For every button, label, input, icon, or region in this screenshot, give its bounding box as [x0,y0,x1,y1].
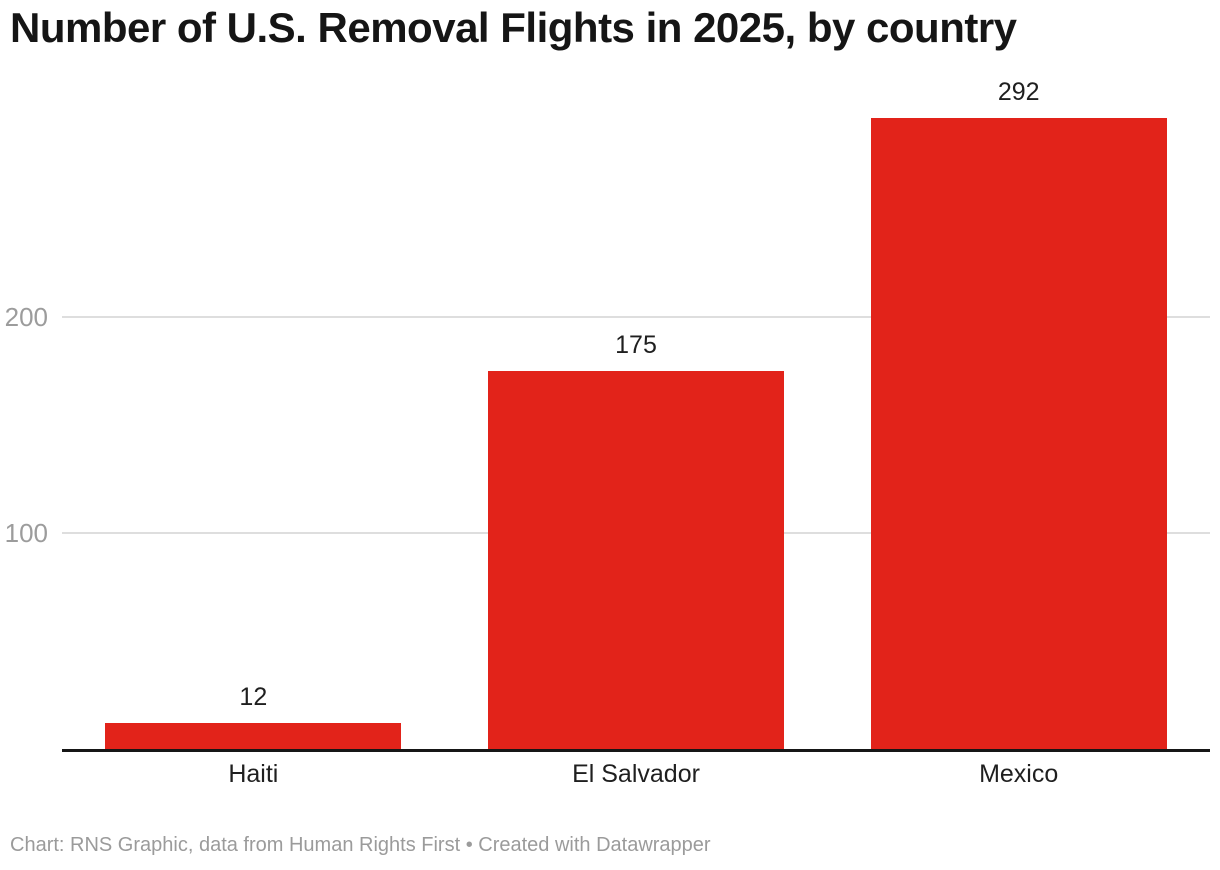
bar-slot: 175 [445,101,828,749]
gridline [62,316,1210,318]
bar-slot: 12 [62,101,445,749]
bar-value-label: 175 [615,331,657,359]
bar-haiti [105,723,402,749]
bar-value-label: 12 [239,683,268,712]
x-category-label: El Salvador [572,760,700,788]
bar-value-label: 292 [997,78,1040,107]
y-tick-label: 100 [4,518,48,548]
bars-row: 12 175 292 [62,80,1210,749]
bar-slot: 292 [827,80,1210,749]
x-category-label: Haiti [228,760,279,788]
x-axis-line [62,749,1210,752]
x-category-label: Mexico [979,760,1059,788]
chart-footer: Chart: RNS Graphic, data from Human Righ… [10,834,711,856]
bar-el-salvador [487,371,785,749]
y-tick-label: 200 [4,302,48,332]
chart-title: Number of U.S. Removal Flights in 2025, … [10,4,1017,51]
x-axis-labels: Haiti El Salvador Mexico [62,760,1210,789]
bar-mexico [870,118,1167,749]
plot-area: 100 200 12 175 292 [5,80,1210,749]
